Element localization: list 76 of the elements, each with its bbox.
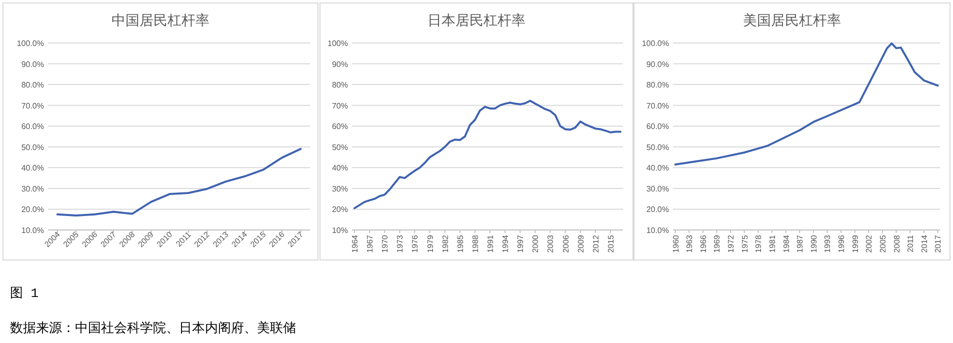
- x-tick-label: 1999: [850, 234, 860, 253]
- x-tick-label: 1981: [768, 234, 777, 253]
- x-tick-label: 2012: [591, 234, 600, 253]
- x-tick-label: 1990: [809, 234, 818, 253]
- y-tick-label: 100%: [328, 39, 348, 48]
- y-tick-label: 90%: [332, 60, 348, 69]
- x-tick-label: 1976: [410, 234, 420, 253]
- y-tick-label: 70%: [332, 101, 348, 110]
- y-tick-label: 10.0%: [21, 226, 44, 235]
- y-tick-label: 90.0%: [646, 60, 669, 69]
- x-tick-label: 1988: [470, 234, 480, 253]
- y-tick-label: 80.0%: [21, 80, 44, 90]
- x-tick-label: 1969: [712, 234, 722, 253]
- y-tick-label: 30.0%: [21, 184, 44, 194]
- x-tick-label: 2006: [561, 234, 570, 253]
- y-tick-label: 40%: [332, 164, 348, 173]
- y-tick-label: 30%: [332, 184, 348, 194]
- caption: 图 1: [10, 286, 39, 301]
- y-tick-label: 20.0%: [646, 205, 669, 214]
- x-tick-label: 2008: [892, 234, 902, 253]
- y-tick-label: 50.0%: [21, 142, 44, 152]
- y-tick-label: 100.0%: [16, 39, 44, 48]
- line-series: [56, 148, 302, 216]
- y-tick-label: 90.0%: [21, 60, 44, 69]
- y-tick-label: 60.0%: [646, 122, 669, 132]
- y-tick-label: 60%: [332, 122, 348, 132]
- y-tick-label: 40.0%: [646, 164, 669, 173]
- y-tick-label: 30.0%: [646, 184, 669, 194]
- x-tick-label: 1970: [380, 234, 390, 253]
- y-tick-label: 10%: [332, 226, 348, 235]
- x-tick-label: 2014: [920, 234, 929, 253]
- x-tick-label: 1967: [366, 234, 375, 253]
- x-tick-label: 1997: [516, 234, 526, 253]
- x-tick-label: 2003: [546, 234, 556, 253]
- source-note: 数据来源：中国社会科学院、日本内阁府、美联储: [10, 320, 296, 336]
- x-tick-label: 1993: [823, 234, 832, 253]
- y-tick-label: 80.0%: [646, 80, 669, 90]
- y-tick-label: 50.0%: [646, 142, 669, 152]
- x-tick-label: 1960: [671, 234, 680, 253]
- x-tick-label: 2015: [606, 234, 616, 253]
- x-tick-label: 1996: [837, 234, 846, 253]
- line-series: [674, 42, 939, 166]
- y-tick-label: 10.0%: [646, 226, 669, 235]
- x-tick-label: 1991: [486, 234, 496, 253]
- x-tick-label: 2009: [576, 234, 586, 253]
- y-tick-label: 70.0%: [646, 101, 669, 110]
- y-tick-label: 50%: [332, 142, 348, 152]
- y-tick-label: 20.0%: [21, 205, 44, 214]
- x-tick-label: 1973: [396, 234, 405, 253]
- x-tick-label: 1984: [782, 234, 791, 253]
- y-tick-label: 60.0%: [21, 122, 44, 132]
- x-tick-label: 2017: [934, 234, 943, 253]
- x-tick-label: 1994: [501, 234, 510, 253]
- x-tick-label: 1966: [698, 234, 708, 253]
- x-tick-label: 1963: [685, 234, 694, 253]
- chart-title: 中国居民杠杆率: [112, 12, 210, 28]
- x-tick-label: 2011: [906, 234, 916, 252]
- x-tick-label: 1985: [456, 234, 465, 253]
- y-tick-label: 20%: [332, 205, 348, 214]
- x-tick-label: 1964: [350, 234, 360, 253]
- x-tick-label: 2005: [878, 234, 888, 253]
- x-tick-label: 2000: [531, 234, 540, 253]
- chart-title: 美国居民杠杆率: [743, 12, 841, 28]
- line-series: [354, 100, 622, 210]
- x-tick-label: 1979: [426, 234, 435, 253]
- x-tick-label: 1987: [796, 234, 805, 253]
- x-tick-label: 2002: [864, 234, 874, 253]
- x-tick-label: 1972: [726, 234, 736, 253]
- x-tick-label: 1982: [440, 234, 450, 253]
- chart-title: 日本居民杠杆率: [428, 12, 526, 28]
- y-tick-label: 70.0%: [21, 101, 44, 110]
- y-tick-label: 40.0%: [21, 164, 44, 173]
- y-tick-label: 80%: [332, 80, 348, 90]
- x-tick-label: 1978: [754, 234, 764, 253]
- y-tick-label: 100.0%: [642, 39, 669, 48]
- x-tick-label: 1975: [740, 234, 750, 253]
